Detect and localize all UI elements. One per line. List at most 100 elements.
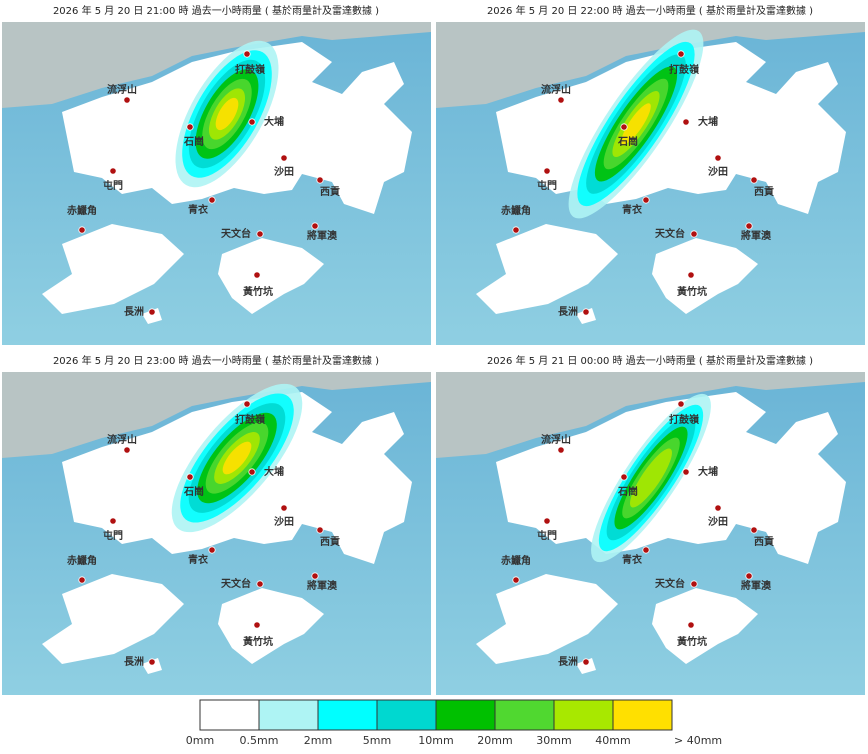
- station-dot: [745, 222, 753, 230]
- station-dot: [186, 123, 194, 131]
- station-dot: [208, 196, 216, 204]
- station-dot: [677, 50, 685, 58]
- place-label: 青衣: [622, 553, 642, 566]
- station-dot: [642, 546, 650, 554]
- station-dot: [582, 658, 590, 666]
- place-label: 赤鱲角: [67, 204, 97, 217]
- place-label: 將軍澳: [741, 579, 772, 592]
- place-label: 赤鱲角: [501, 204, 531, 217]
- place-label: 天文台: [221, 577, 251, 590]
- place-label: 流浮山: [541, 83, 571, 96]
- legend-swatch: [612, 699, 673, 731]
- place-label: 將軍澳: [741, 229, 772, 242]
- rain-band: [215, 97, 239, 131]
- station-dot: [109, 517, 117, 525]
- station-dot: [123, 96, 131, 104]
- station-dot: [687, 621, 695, 629]
- station-dot: [750, 526, 758, 534]
- station-dot: [256, 230, 264, 238]
- legend-label: 40mm: [595, 734, 630, 747]
- legend-swatch: [435, 699, 496, 731]
- station-dot: [682, 468, 690, 476]
- legend-swatch: [553, 699, 614, 731]
- station-dot: [243, 50, 251, 58]
- rain-band: [222, 441, 252, 475]
- panel-title: 2026 年 5 月 20 日 23:00 時 過去一小時雨量 ( 基於雨量計及…: [53, 354, 379, 367]
- station-dot: [253, 271, 261, 279]
- place-label: 流浮山: [107, 83, 137, 96]
- station-dot: [642, 196, 650, 204]
- place-label: 屯門: [103, 179, 123, 192]
- station-dot: [512, 226, 520, 234]
- land: [576, 308, 596, 324]
- station-dot: [248, 118, 256, 126]
- place-label: 赤鱲角: [501, 554, 531, 567]
- station-dot: [148, 308, 156, 316]
- station-dot: [543, 167, 551, 175]
- legend-swatch: [317, 699, 378, 731]
- place-label: 大埔: [264, 465, 284, 478]
- panel-title: 2026 年 5 月 21 日 00:00 時 過去一小時雨量 ( 基於雨量計及…: [487, 354, 813, 367]
- place-label: 青衣: [622, 203, 642, 216]
- station-dot: [557, 446, 565, 454]
- place-label: 屯門: [537, 179, 557, 192]
- station-dot: [311, 572, 319, 580]
- station-dot: [243, 400, 251, 408]
- station-dot: [280, 504, 288, 512]
- place-label: 青衣: [188, 203, 208, 216]
- place-label: 將軍澳: [307, 579, 338, 592]
- station-dot: [280, 154, 288, 162]
- legend-label: > 40mm: [674, 734, 722, 747]
- place-label: 沙田: [274, 166, 294, 178]
- mainland: [2, 22, 431, 108]
- place-label: 黃竹坑: [243, 285, 273, 298]
- station-dot: [557, 96, 565, 104]
- land: [652, 238, 758, 314]
- place-label: 打鼓嶺: [235, 63, 266, 76]
- land: [142, 658, 162, 674]
- station-dot: [620, 473, 628, 481]
- station-dot: [582, 308, 590, 316]
- place-label: 西貢: [320, 186, 340, 198]
- land: [476, 574, 618, 664]
- station-dot: [690, 580, 698, 588]
- station-dot: [109, 167, 117, 175]
- place-label: 黃竹坑: [677, 285, 707, 298]
- station-dot: [248, 468, 256, 476]
- rain-band: [630, 448, 672, 508]
- land: [652, 588, 758, 664]
- station-dot: [750, 176, 758, 184]
- place-label: 屯門: [537, 529, 557, 542]
- station-dot: [253, 621, 261, 629]
- mainland: [436, 22, 865, 108]
- place-label: 流浮山: [541, 433, 571, 446]
- station-dot: [714, 504, 722, 512]
- land: [218, 238, 324, 314]
- legend-swatch: [258, 699, 319, 731]
- place-label: 沙田: [708, 166, 728, 178]
- place-label: 沙田: [274, 516, 294, 528]
- place-label: 黃竹坑: [243, 635, 273, 648]
- place-label: 天文台: [655, 577, 685, 590]
- place-label: 石崗: [183, 135, 204, 148]
- legend-label: 2mm: [304, 734, 332, 747]
- panel-title: 2026 年 5 月 20 日 22:00 時 過去一小時雨量 ( 基於雨量計及…: [487, 4, 813, 17]
- place-label: 西貢: [754, 186, 774, 198]
- place-label: 長洲: [124, 656, 144, 668]
- place-label: 赤鱲角: [67, 554, 97, 567]
- station-dot: [186, 473, 194, 481]
- place-label: 打鼓嶺: [669, 63, 700, 76]
- legend-label: 20mm: [477, 734, 512, 747]
- station-dot: [512, 576, 520, 584]
- station-dot: [316, 526, 324, 534]
- place-label: 大埔: [698, 115, 718, 128]
- station-dot: [745, 572, 753, 580]
- station-dot: [208, 546, 216, 554]
- legend-label: 0mm: [186, 734, 214, 747]
- land: [218, 588, 324, 664]
- land: [42, 574, 184, 664]
